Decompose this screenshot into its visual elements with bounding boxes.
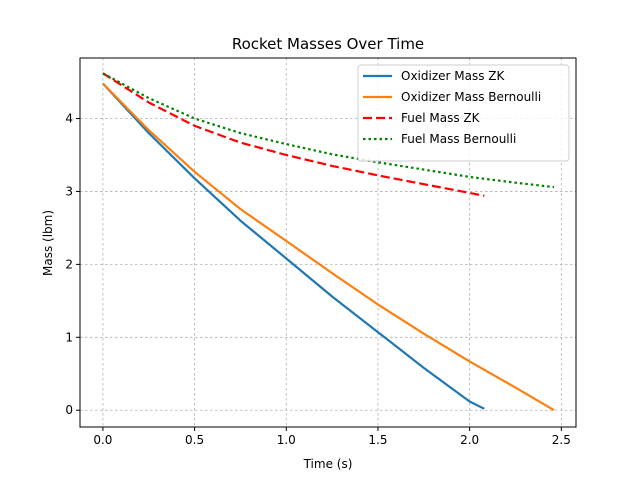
y-tick-label: 1	[65, 330, 73, 344]
x-tick-label: 0.5	[185, 433, 204, 447]
x-tick-label: 0.0	[93, 433, 112, 447]
legend-label: Oxidizer Mass Bernoulli	[401, 90, 541, 104]
y-tick-label: 4	[65, 112, 73, 126]
legend-label: Oxidizer Mass ZK	[401, 69, 506, 83]
legend-box	[357, 64, 570, 162]
series-line	[102, 82, 485, 410]
y-tick-label: 3	[65, 184, 73, 198]
legend-label: Fuel Mass Bernoulli	[401, 132, 516, 146]
series-lines	[102, 72, 555, 412]
y-tick-label: 0	[65, 403, 73, 417]
x-tick-label: 2.0	[460, 433, 479, 447]
axis-ticks: 0.0 0.5 1.0 1.5 2.0 2.5 0 1 2 3 4	[65, 112, 571, 447]
y-tick-label: 2	[65, 257, 73, 271]
plot-frame	[79, 57, 577, 428]
x-tick-label: 1.5	[368, 433, 387, 447]
legend: Oxidizer Mass ZK Oxidizer Mass Bernoulli F…	[357, 64, 570, 162]
series-line	[102, 82, 555, 412]
x-axis-label: Time (s)	[303, 457, 353, 471]
y-axis-label: Mass (lbm)	[41, 210, 55, 276]
legend-label: Fuel Mass ZK	[401, 111, 481, 125]
x-tick-label: 2.5	[552, 433, 571, 447]
series-line	[102, 72, 485, 197]
chart-title: Rocket Masses Over Time	[232, 35, 424, 53]
x-tick-label: 1.0	[277, 433, 296, 447]
